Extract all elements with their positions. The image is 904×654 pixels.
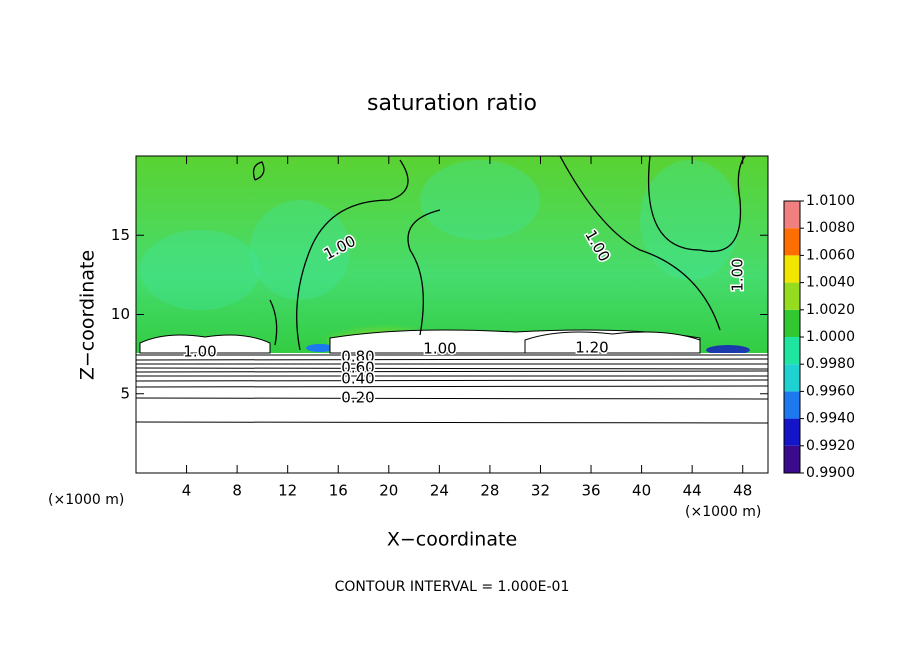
x-tick-label: 28 [480, 482, 499, 500]
colorbar-label: 0.9980 [806, 356, 855, 372]
contour-line [647, 155, 746, 252]
contour-line [135, 358, 769, 361]
contour-line [407, 209, 441, 336]
colorbar-label: 0.9900 [806, 465, 855, 481]
colorbar-band [784, 337, 800, 365]
x-unit: (×1000 m) [48, 492, 124, 508]
field-patch [140, 230, 260, 310]
contour-line [559, 155, 721, 331]
contour-label: 0.20 [341, 389, 374, 407]
x-unit: (×1000 m) [685, 504, 761, 520]
x-tick-label: 12 [278, 482, 297, 500]
contour-label: 0.60 [341, 359, 374, 377]
x-tick-label: 40 [632, 482, 651, 500]
contour-label: 0.40 [341, 370, 374, 388]
colorbar-label: 1.0040 [806, 275, 855, 291]
field [136, 156, 768, 356]
colorbar-band [784, 228, 800, 256]
x-tick-label: 8 [232, 482, 242, 500]
contour-line [135, 370, 769, 373]
contour-line [135, 379, 769, 382]
contour-line [135, 421, 769, 424]
cloud [139, 334, 271, 354]
contour-line [296, 159, 409, 351]
contour-label: 1.00 [183, 343, 216, 361]
colorbar-band [784, 364, 800, 392]
colorbar-band [784, 445, 800, 473]
contour-label: 1.00 [729, 258, 747, 291]
colorbar-label: 1.0000 [806, 329, 855, 345]
colorbar-label: 1.0080 [806, 220, 855, 236]
contour-label: 0.80 [341, 348, 374, 366]
contour-label: 1.20 [575, 339, 608, 357]
colorbar-band [784, 201, 800, 229]
field-patch [640, 160, 740, 280]
colorbar-band [784, 255, 800, 283]
x-axis-title: X−coordinate [387, 529, 517, 551]
y-tick-label: 15 [111, 226, 130, 244]
chart-title: saturation ratio [367, 91, 537, 116]
field-patch [306, 344, 334, 352]
colorbar-label: 1.0100 [806, 193, 855, 209]
y-tick-label: 10 [111, 305, 130, 323]
y-tick-label: 5 [120, 384, 130, 402]
contour-line [252, 161, 265, 181]
colorbar-band [784, 309, 800, 337]
field-patch [420, 160, 540, 240]
contour-line [135, 385, 769, 388]
field-low [136, 353, 768, 473]
contour-line [269, 299, 278, 346]
colorbar-label: 1.0060 [806, 247, 855, 263]
colorbar-label: 1.0020 [806, 302, 855, 318]
field-patch [706, 345, 750, 355]
footer: CONTOUR INTERVAL = 1.000E-01 [335, 579, 570, 595]
x-tick-label: 32 [531, 482, 550, 500]
x-tick-label: 24 [430, 482, 449, 500]
colorbar-label: 0.9920 [806, 438, 855, 454]
x-tick-label: 44 [683, 482, 702, 500]
x-tick-label: 36 [581, 482, 600, 500]
contour-line [135, 397, 769, 400]
contour-line [135, 367, 769, 370]
colorbar-band [784, 391, 800, 419]
colorbar-band [784, 282, 800, 310]
colorbar-band [784, 418, 800, 446]
cloud [524, 331, 701, 354]
contour-label: 1.00 [423, 340, 456, 358]
y-axis-title: Z−coordinate [77, 250, 99, 380]
x-tick-label: 16 [329, 482, 348, 500]
x-tick-label: 20 [379, 482, 398, 500]
x-tick-label: 48 [733, 482, 752, 500]
colorbar-label: 0.9940 [806, 411, 855, 427]
x-tick-label: 4 [182, 482, 192, 500]
colorbar-label: 0.9960 [806, 383, 855, 399]
